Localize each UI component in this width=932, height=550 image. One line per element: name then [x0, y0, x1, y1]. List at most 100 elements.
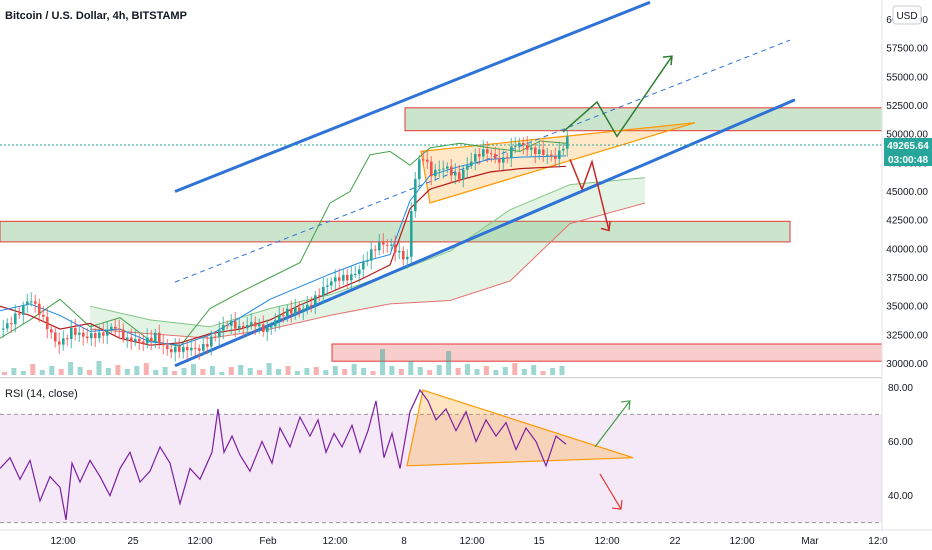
candle-body	[350, 274, 353, 281]
volume-bar	[257, 370, 263, 375]
candle-body	[174, 346, 177, 353]
candle-body	[150, 337, 153, 342]
candle-body	[526, 145, 529, 150]
candle-body	[490, 153, 493, 155]
candle-body	[262, 324, 265, 332]
rsi-up-arrow	[594, 400, 631, 448]
volume-bar	[30, 364, 36, 375]
candle-body	[82, 332, 85, 337]
candle-body	[566, 136, 569, 149]
candle-body	[258, 324, 261, 327]
candle-body	[398, 250, 401, 253]
volume-bar	[493, 370, 499, 375]
volume-bar	[153, 370, 159, 375]
candle-body	[266, 327, 269, 332]
candle-body	[290, 308, 293, 314]
candle-body	[238, 325, 241, 329]
time-axis[interactable]	[0, 530, 932, 550]
candle-body	[522, 143, 525, 145]
time-tick-label: 12:00	[50, 536, 75, 547]
candle-body	[6, 323, 9, 329]
cloud-fill	[90, 177, 645, 339]
candle-body	[382, 242, 385, 245]
candle-body	[54, 332, 57, 342]
candle-body	[418, 159, 421, 180]
candle-body	[146, 337, 149, 344]
candle-body	[326, 285, 329, 287]
candle-body	[114, 326, 117, 329]
volume-bar	[361, 368, 367, 375]
candle-body	[514, 145, 517, 147]
candle-body	[134, 339, 137, 342]
candle-body	[18, 313, 21, 315]
price-tick-label: 52500.00	[886, 101, 928, 112]
candle-body	[282, 315, 285, 317]
rsi-tick-label: 40.00	[888, 491, 913, 502]
candle-body	[214, 336, 217, 338]
candle-body	[554, 156, 557, 159]
candle-body	[422, 159, 425, 161]
candle-body	[446, 166, 449, 169]
candle-body	[46, 316, 49, 330]
candle-body	[22, 305, 25, 315]
candle-body	[162, 343, 165, 346]
candle-body	[34, 301, 37, 304]
rsi-down-arrowhead	[611, 500, 623, 510]
price-tick-label: 57500.00	[886, 44, 928, 55]
rsi-tick-label: 80.00	[888, 383, 913, 394]
time-tick-label: 8	[401, 536, 407, 547]
volume-bar	[313, 367, 319, 375]
candle-body	[98, 332, 101, 339]
volume-bar	[172, 371, 178, 375]
candle-body	[410, 211, 413, 257]
volume-bar	[521, 369, 527, 375]
candle-body	[42, 314, 45, 317]
candle-body	[534, 147, 537, 154]
volume-bar	[427, 370, 433, 375]
volume-bar	[531, 365, 537, 375]
candle-body	[294, 307, 297, 314]
candle-body	[218, 330, 221, 337]
volume-bars	[2, 349, 565, 375]
candle-body	[342, 275, 345, 281]
time-tick-label: Feb	[259, 536, 277, 547]
candle-body	[358, 269, 361, 275]
pane-separator[interactable]	[0, 377, 882, 379]
candle-body	[322, 287, 325, 297]
time-axis-ticks: 12:00 25 12:00 Feb 12:00 8 12:00 15 12:00 22 12:00…	[50, 536, 888, 547]
candle-body	[466, 165, 469, 170]
bullish-projection	[562, 55, 673, 138]
candle-body	[558, 150, 561, 159]
time-tick-label: 15	[533, 536, 545, 547]
ichimoku-cloud	[89, 177, 646, 339]
candle-body	[274, 320, 277, 327]
candle-body	[370, 249, 373, 261]
candle-body	[306, 304, 309, 309]
candle-body	[314, 295, 317, 306]
price-axis[interactable]	[882, 0, 932, 530]
volume-bar	[276, 369, 281, 375]
volume-bar	[228, 367, 234, 375]
candle-body	[226, 325, 229, 327]
last-price-tag	[884, 138, 932, 152]
cloud-span-a	[89, 177, 646, 328]
volume-bar	[559, 366, 565, 375]
price-tick-label: 45000.00	[886, 187, 928, 198]
rsi-down-arrow	[599, 473, 622, 510]
projection-arrows	[562, 55, 673, 232]
candle-body	[70, 328, 73, 339]
candle-body	[30, 301, 33, 303]
candle-body	[58, 341, 61, 345]
candle-body	[66, 338, 69, 340]
bullish-arrowhead	[662, 55, 673, 66]
currency-button[interactable]	[892, 5, 922, 25]
price-candles	[2, 130, 569, 362]
candle-body	[386, 244, 389, 246]
volume-bar	[455, 368, 461, 375]
rsi-triangle	[406, 389, 634, 467]
candle-body	[74, 328, 77, 335]
candle-body	[414, 179, 417, 212]
price-tick-label: 35000.00	[886, 302, 928, 313]
price-triangle	[420, 122, 696, 204]
